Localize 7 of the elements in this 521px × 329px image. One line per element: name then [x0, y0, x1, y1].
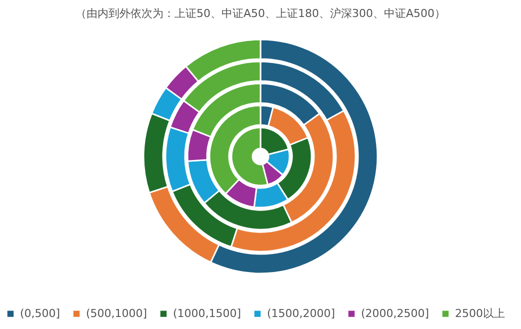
legend-label: (2000,2500]: [361, 306, 430, 320]
legend-label: (1500,2000]: [267, 306, 336, 320]
chart-title: （由内到外依次为：上证50、中证A50、上证180、沪深300、中证A500）: [75, 7, 446, 20]
legend-label: (1000,1500]: [173, 306, 242, 320]
legend-label: (500,1000]: [86, 306, 148, 320]
legend-label: 2500以上: [455, 306, 505, 320]
legend-label: (0,500]: [20, 306, 60, 320]
